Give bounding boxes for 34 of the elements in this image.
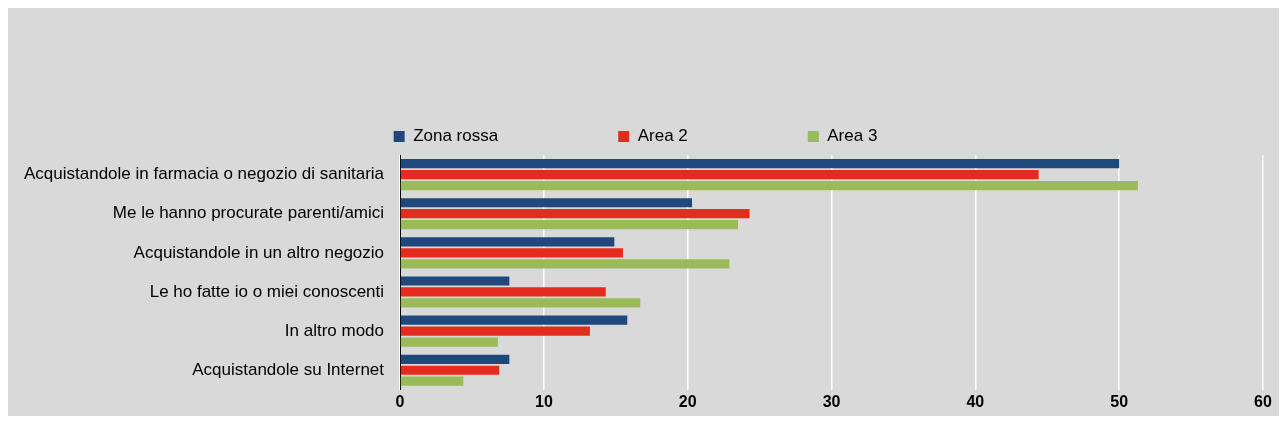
bar [400,220,739,230]
y-tick-label: Acquistandole su Internet [192,359,385,379]
bar [400,248,623,258]
bar [400,259,730,269]
bar [400,169,1039,180]
bar [400,237,615,247]
y-tick-label: In altro modo [284,320,385,340]
legend-label: Area 2 [637,126,688,146]
bar [400,298,641,308]
legend-label: Zona rossa [413,126,499,146]
bar [400,159,1120,169]
x-tick-label: 50 [1110,392,1129,410]
bar [400,354,510,364]
bar [400,337,498,347]
y-tick-label: Me le hanno procurate parenti/amici [112,203,385,223]
bar [400,209,750,219]
y-tick-label: Acquistandole in un altro negozio [133,242,385,262]
x-tick-label: 30 [822,392,841,410]
x-tick-label: 0 [395,392,405,410]
bar [400,365,500,375]
bar [400,198,693,208]
bar [400,276,510,286]
bar [400,180,1138,191]
y-tick-label: Acquistandole in farmacia o negozio di sanitaria [24,164,385,184]
x-tick-label: 20 [678,392,697,410]
x-tick-label: 40 [966,392,985,410]
bar [400,376,464,386]
y-tick-label: Le ho fatte io o miei conoscenti [149,281,385,301]
bar [400,326,590,336]
bar [400,287,606,297]
legend-label: Area 3 [827,126,878,146]
x-tick-label: 10 [534,392,553,410]
x-tick-label: 60 [1254,392,1272,410]
bar [400,315,628,325]
